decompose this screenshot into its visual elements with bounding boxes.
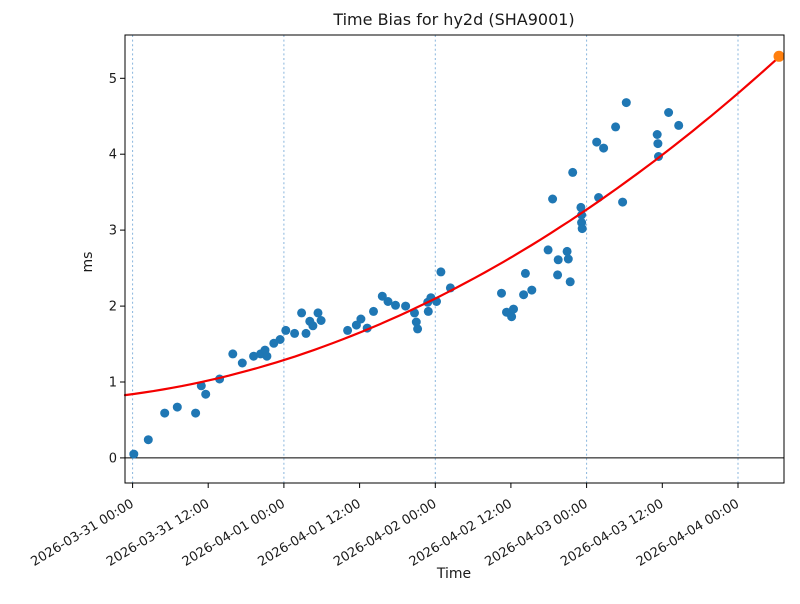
y-tick-label: 4 (109, 148, 117, 163)
y-tick-label: 0 (109, 451, 117, 466)
data-point (568, 167, 578, 177)
data-point (191, 408, 201, 418)
data-point (228, 349, 238, 359)
chart-title: Time Bias for hy2d (SHA9001) (332, 10, 574, 29)
data-point (356, 314, 366, 324)
data-point (599, 143, 609, 153)
y-tick-label: 5 (109, 72, 117, 87)
data-point (611, 122, 621, 132)
y-tick-label: 1 (109, 376, 117, 391)
x-axis-label: Time (436, 566, 471, 582)
data-point (290, 328, 300, 338)
scatter-group (129, 98, 684, 459)
fit-curve-group (123, 50, 785, 397)
data-point (275, 335, 285, 344)
y-axis-label: ms (80, 252, 96, 273)
plot-border (124, 34, 785, 484)
data-point (621, 98, 631, 108)
data-point (172, 402, 182, 412)
data-point (411, 317, 421, 327)
y-tick-label: 3 (109, 224, 117, 239)
data-point (653, 139, 663, 149)
data-point (577, 224, 587, 234)
data-point (562, 246, 572, 256)
data-point (553, 270, 563, 280)
data-point (565, 277, 575, 287)
data-point (281, 325, 291, 335)
data-point (401, 301, 411, 311)
data-point (507, 312, 517, 322)
data-point (383, 297, 393, 306)
data-point (509, 304, 518, 314)
data-point (519, 290, 529, 300)
data-point (297, 308, 307, 318)
data-point (413, 324, 423, 334)
data-point (674, 120, 684, 130)
data-point (343, 325, 353, 335)
prediction-point (773, 50, 785, 62)
data-point (160, 408, 170, 418)
data-point (129, 449, 139, 459)
data-point (592, 137, 602, 147)
data-point (543, 245, 553, 255)
data-point (313, 308, 323, 318)
data-point (664, 108, 674, 117)
data-point (262, 351, 272, 361)
gridlines-group (132, 35, 739, 483)
data-point (143, 435, 153, 445)
data-point (563, 254, 573, 264)
data-point (316, 316, 326, 325)
data-point (201, 389, 211, 399)
data-point (618, 197, 628, 207)
data-point (423, 306, 433, 316)
fit-curve (123, 56, 781, 397)
data-point (308, 321, 318, 331)
data-point (436, 267, 446, 277)
data-point (301, 328, 311, 338)
data-point (249, 351, 259, 361)
data-point (497, 288, 506, 298)
data-point (652, 130, 662, 139)
data-point (520, 268, 530, 278)
data-point (377, 291, 387, 301)
data-point (576, 202, 586, 212)
y-tick-label: 2 (109, 300, 117, 315)
data-point (391, 300, 400, 310)
data-point (237, 358, 247, 368)
data-point (553, 255, 563, 265)
data-point (548, 194, 558, 204)
data-point (369, 306, 378, 316)
data-point (527, 285, 537, 295)
